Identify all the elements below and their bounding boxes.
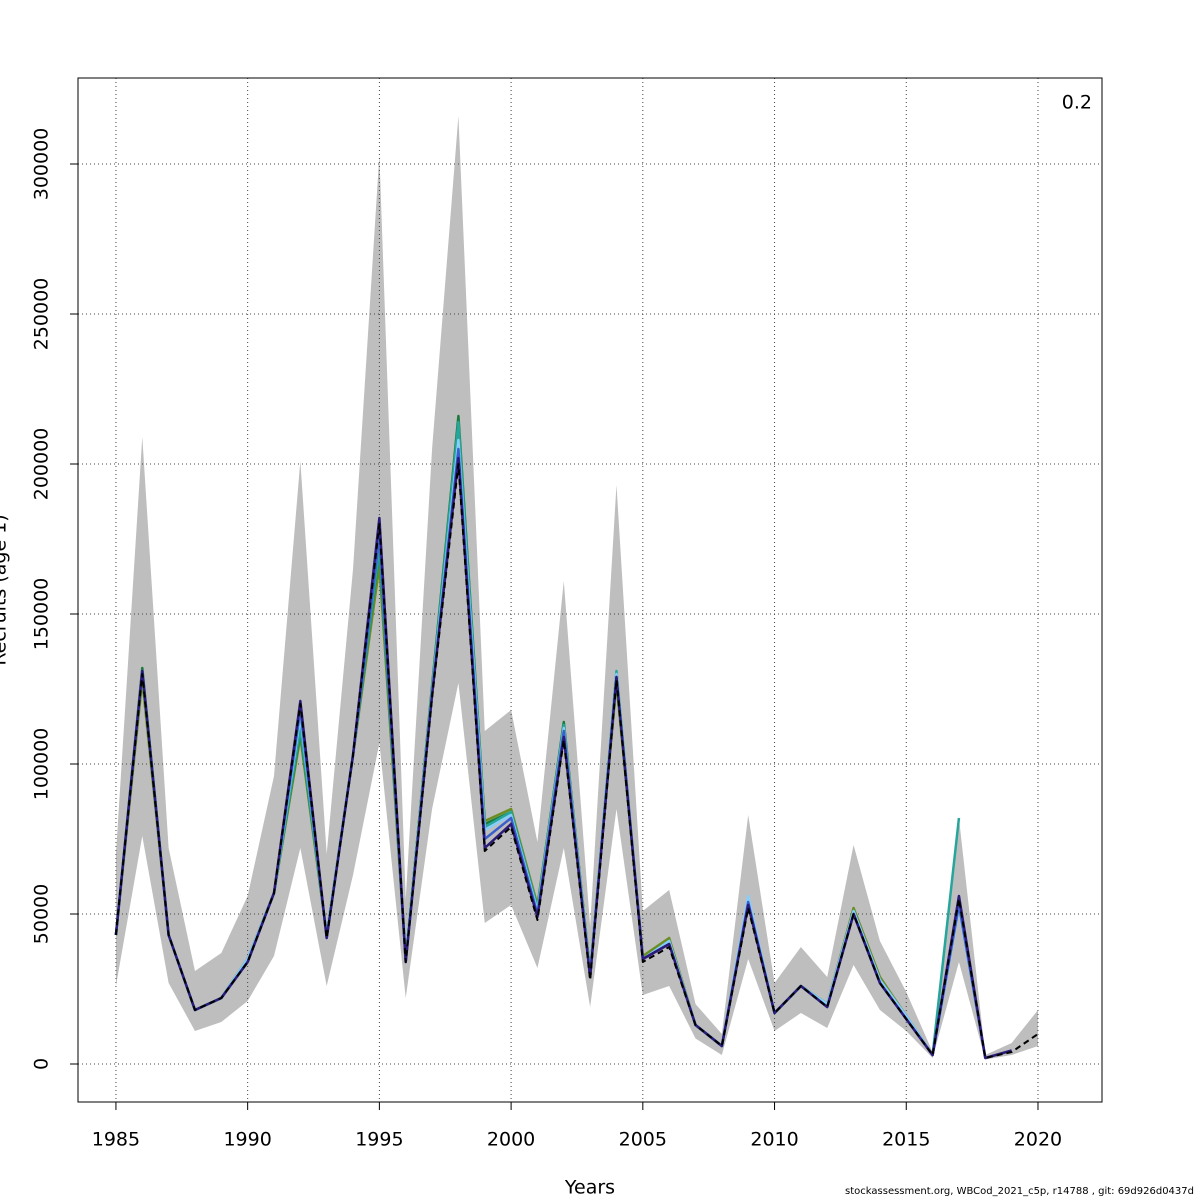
x-tick-label: 1990	[223, 1129, 271, 1151]
annotation: 0.2	[1062, 92, 1092, 114]
y-axis-label: Recruits (age 1)	[0, 514, 11, 665]
x-tick-label: 2005	[619, 1129, 667, 1151]
x-tick-label: 2000	[487, 1129, 535, 1151]
x-tick-label: 2020	[1014, 1129, 1062, 1151]
confidence-band	[115, 116, 1038, 1060]
footer: stockassessment.org, WBCod_2021_c5p, r14…	[845, 1186, 1194, 1197]
plot-area	[78, 78, 1102, 1102]
x-tick-label: 1985	[92, 1129, 140, 1151]
y-tick-label: 50000	[31, 884, 53, 944]
y-tick-label: 200000	[31, 428, 53, 501]
plot-frame	[77, 77, 1103, 1103]
y-tick-label: 250000	[31, 278, 53, 351]
y-tick-label: 300000	[31, 128, 53, 201]
x-axis-label: Years	[564, 1177, 615, 1199]
y-tick-label: 150000	[31, 578, 53, 651]
x-tick-label: 2010	[750, 1129, 798, 1151]
x-tick-label: 2015	[882, 1129, 930, 1151]
y-tick-label: 0	[31, 1058, 53, 1070]
x-tick-label: 1995	[355, 1129, 403, 1151]
y-tick-label: 100000	[31, 728, 53, 801]
